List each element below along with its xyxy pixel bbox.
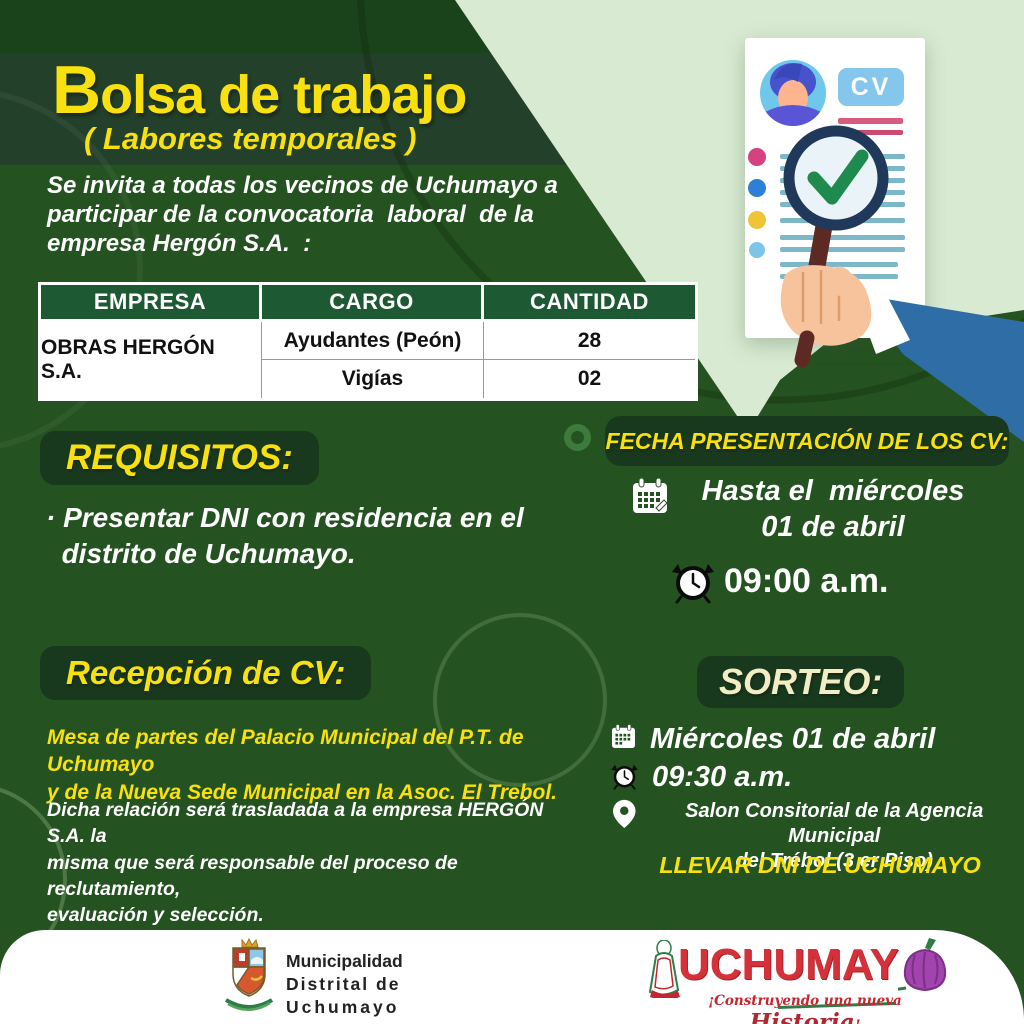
sorteo-reminder: LLEVAR DNI DE UCHUMAYO <box>659 852 981 878</box>
vacancies-table: EMPRESA CARGO CANTIDAD OBRAS HERGÓN S.A.… <box>38 282 698 401</box>
tagline-emphasis: Historia <box>749 1009 855 1024</box>
cv-review-illustration <box>745 38 1024 442</box>
sorteo-place-row: Salon Consitorial de la Agencia Municipa… <box>610 799 1020 874</box>
column-header-cantidad: CANTIDAD <box>484 285 695 322</box>
magnifier-glass-icon <box>783 125 889 231</box>
table-cell-cantidad-2: 02 <box>577 367 602 390</box>
sorteo-date: Miércoles 01 de abril <box>650 723 936 755</box>
tagline-suffix: ! <box>855 1018 861 1024</box>
fecha-cv-time: 09:00 a.m. <box>724 562 889 600</box>
municipality-name: Municipalidad Distrital de Uchumayo <box>286 950 403 1019</box>
fecha-cv-date: Hasta el miércoles 01 de abril <box>701 475 965 544</box>
footer-bar <box>0 930 1024 1024</box>
fig-fruit-icon <box>898 938 947 992</box>
table-cell-cantidad-1: 28 <box>484 322 695 360</box>
sleeve <box>880 298 1024 442</box>
calendar-icon <box>633 477 668 513</box>
muni-line-1: Municipalidad <box>286 951 403 971</box>
cv-badge <box>838 68 904 106</box>
location-pin-icon <box>613 799 636 829</box>
municipal-coat-of-arms <box>224 938 274 1011</box>
title-initial: B <box>52 52 101 128</box>
page-title: Bolsa de trabajo <box>52 56 467 125</box>
muni-line-2: Distrital de <box>286 974 401 995</box>
uchumayo-brand-logo: UCHUMAY <box>678 940 899 989</box>
recepcion-heading: Recepción de CV: <box>40 646 372 700</box>
title-rest: olsa de trabajo <box>100 65 467 125</box>
sorteo-details: Miércoles 01 de abril 09:30 a.m. Salon C… <box>610 723 1020 874</box>
sorteo-time-row: 09:30 a.m. <box>610 761 1020 794</box>
recepcion-note: Dicha relación será trasladada a la empr… <box>47 799 544 927</box>
sorteo-heading: SORTEO: <box>697 656 905 708</box>
recepcion-location: Mesa de partes del Palacio Municipal del… <box>47 726 557 804</box>
sorteo-place: Salon Consitorial de la Agencia Municipa… <box>685 800 984 872</box>
alarm-clock-icon <box>672 564 714 604</box>
table-cell-company: OBRAS HERGÓN S.A. <box>41 322 262 398</box>
brand-tagline: ¡Construyendo una nueva Historia! <box>660 990 950 1024</box>
requisitos-heading: REQUISITOS: <box>40 431 319 485</box>
muni-line-3: Uchumayo <box>286 997 400 1018</box>
intro-paragraph: Se invita a todas los vecinos de Uchumay… <box>47 172 558 257</box>
table-cell-cargo-1: Ayudantes (Peón) <box>262 322 484 360</box>
column-header-cargo: CARGO <box>262 285 484 322</box>
column-header-empresa: EMPRESA <box>41 285 262 322</box>
calendar-icon <box>612 724 635 748</box>
cv-badge-label: CV <box>850 72 892 101</box>
sorteo-date-row: Miércoles 01 de abril <box>610 723 1020 756</box>
fecha-cv-heading: FECHA PRESENTACIÓN DE LOS CV: <box>605 416 1009 466</box>
subtitle: ( Labores temporales ) <box>84 121 417 156</box>
table-cell-cargo-2: Vigías <box>262 360 484 398</box>
check-icon <box>807 149 869 205</box>
statue-icon <box>648 940 680 998</box>
sorteo-time: 09:30 a.m. <box>652 761 793 793</box>
requisitos-item: · Presentar DNI con residencia en el dis… <box>46 502 524 570</box>
donut-bullet-icon <box>564 424 591 451</box>
tagline-prefix: ¡Construyendo una nueva <box>708 993 902 1009</box>
alarm-clock-icon <box>611 764 638 790</box>
